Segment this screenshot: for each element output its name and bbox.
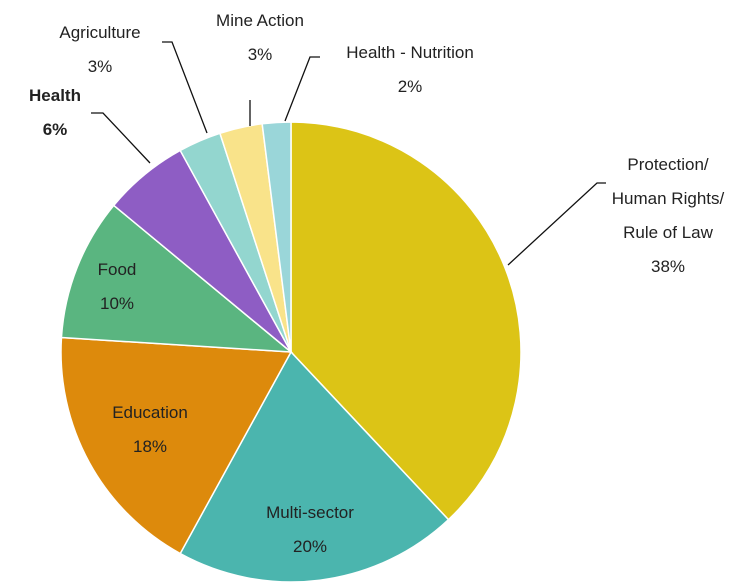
category-name: Mine Action xyxy=(216,11,304,30)
leader-line xyxy=(284,56,320,122)
category-name: Protection/ Human Rights/ Rule of Law xyxy=(611,155,725,242)
category-name: Multi-sector xyxy=(266,503,354,522)
pie-slice xyxy=(60,204,294,353)
leader-line xyxy=(91,112,151,164)
value-label: 10% xyxy=(99,294,135,313)
slice-label: Agriculture 3% xyxy=(35,16,165,84)
value-label: 18% xyxy=(132,437,168,456)
pie-slice xyxy=(261,121,292,353)
category-name: Food xyxy=(97,260,137,279)
category-name: Education xyxy=(112,403,188,422)
category-name: Agriculture xyxy=(59,23,141,42)
leader-line xyxy=(162,41,208,134)
pie-slice xyxy=(179,350,450,582)
value-label: 3% xyxy=(247,45,273,64)
pie-slice xyxy=(290,121,522,521)
leader-line xyxy=(507,182,606,266)
slice-label: Health - Nutrition 2% xyxy=(310,36,510,104)
slice-label: Protection/ Human Rights/ Rule of Law 38% xyxy=(603,148,733,284)
slice-label: Multi-sector 20% xyxy=(230,496,390,564)
slice-label: Education 18% xyxy=(80,396,220,464)
pie-slice xyxy=(60,336,293,555)
slice-label: Health 6% xyxy=(10,79,100,147)
value-label: 2% xyxy=(397,77,423,96)
value-label: 3% xyxy=(87,57,113,76)
category-name: Health - Nutrition xyxy=(346,43,474,62)
category-name: Health xyxy=(29,86,81,105)
value-label: 6% xyxy=(42,120,68,139)
value-label: 20% xyxy=(292,537,328,556)
slice-label: Mine Action 3% xyxy=(195,4,325,72)
value-label: 38% xyxy=(650,257,686,276)
slice-label: Food 10% xyxy=(67,253,167,321)
